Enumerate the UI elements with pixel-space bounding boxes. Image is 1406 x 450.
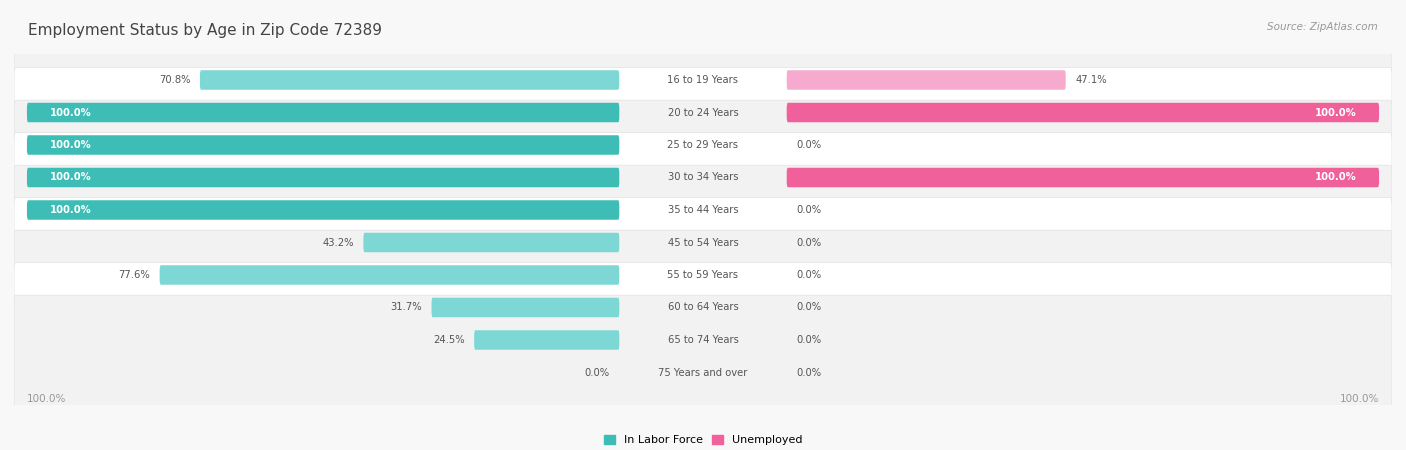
Text: 70.8%: 70.8%	[159, 75, 190, 85]
Text: 30 to 34 Years: 30 to 34 Years	[668, 172, 738, 183]
Text: 100.0%: 100.0%	[1340, 394, 1379, 404]
Legend: In Labor Force, Unemployed: In Labor Force, Unemployed	[603, 435, 803, 445]
Text: 100.0%: 100.0%	[1315, 108, 1357, 117]
Text: 55 to 59 Years: 55 to 59 Years	[668, 270, 738, 280]
FancyBboxPatch shape	[14, 295, 1392, 450]
Text: 0.0%: 0.0%	[585, 368, 610, 378]
Text: Source: ZipAtlas.com: Source: ZipAtlas.com	[1267, 22, 1378, 32]
FancyBboxPatch shape	[14, 35, 1392, 190]
Text: 0.0%: 0.0%	[796, 335, 821, 345]
FancyBboxPatch shape	[474, 330, 619, 350]
FancyBboxPatch shape	[787, 103, 1379, 122]
Text: 16 to 19 Years: 16 to 19 Years	[668, 75, 738, 85]
FancyBboxPatch shape	[14, 3, 1392, 157]
FancyBboxPatch shape	[27, 168, 619, 187]
Text: 100.0%: 100.0%	[49, 205, 91, 215]
Text: 100.0%: 100.0%	[1315, 172, 1357, 183]
Text: 47.1%: 47.1%	[1076, 75, 1107, 85]
Text: 65 to 74 Years: 65 to 74 Years	[668, 335, 738, 345]
FancyBboxPatch shape	[27, 103, 619, 122]
Text: 35 to 44 Years: 35 to 44 Years	[668, 205, 738, 215]
FancyBboxPatch shape	[14, 165, 1392, 320]
Text: 43.2%: 43.2%	[322, 238, 354, 248]
Text: Employment Status by Age in Zip Code 72389: Employment Status by Age in Zip Code 723…	[28, 22, 382, 37]
Text: 45 to 54 Years: 45 to 54 Years	[668, 238, 738, 248]
FancyBboxPatch shape	[27, 200, 619, 220]
FancyBboxPatch shape	[27, 135, 619, 155]
Text: 100.0%: 100.0%	[49, 172, 91, 183]
Text: 75 Years and over: 75 Years and over	[658, 368, 748, 378]
Text: 100.0%: 100.0%	[49, 108, 91, 117]
Text: 0.0%: 0.0%	[796, 205, 821, 215]
Text: 31.7%: 31.7%	[391, 302, 422, 312]
FancyBboxPatch shape	[14, 198, 1392, 352]
Text: 20 to 24 Years: 20 to 24 Years	[668, 108, 738, 117]
Text: 77.6%: 77.6%	[118, 270, 150, 280]
FancyBboxPatch shape	[787, 70, 1066, 90]
Text: 0.0%: 0.0%	[796, 140, 821, 150]
FancyBboxPatch shape	[200, 70, 619, 90]
Text: 0.0%: 0.0%	[796, 270, 821, 280]
FancyBboxPatch shape	[14, 100, 1392, 255]
FancyBboxPatch shape	[363, 233, 619, 252]
FancyBboxPatch shape	[14, 263, 1392, 417]
FancyBboxPatch shape	[14, 68, 1392, 222]
FancyBboxPatch shape	[14, 133, 1392, 288]
FancyBboxPatch shape	[787, 168, 1379, 187]
FancyBboxPatch shape	[160, 265, 619, 285]
FancyBboxPatch shape	[14, 230, 1392, 385]
Text: 100.0%: 100.0%	[49, 140, 91, 150]
Text: 0.0%: 0.0%	[796, 368, 821, 378]
Text: 25 to 29 Years: 25 to 29 Years	[668, 140, 738, 150]
FancyBboxPatch shape	[432, 298, 619, 317]
Text: 100.0%: 100.0%	[27, 394, 66, 404]
Text: 0.0%: 0.0%	[796, 238, 821, 248]
Text: 0.0%: 0.0%	[796, 302, 821, 312]
Text: 24.5%: 24.5%	[433, 335, 464, 345]
Text: 60 to 64 Years: 60 to 64 Years	[668, 302, 738, 312]
